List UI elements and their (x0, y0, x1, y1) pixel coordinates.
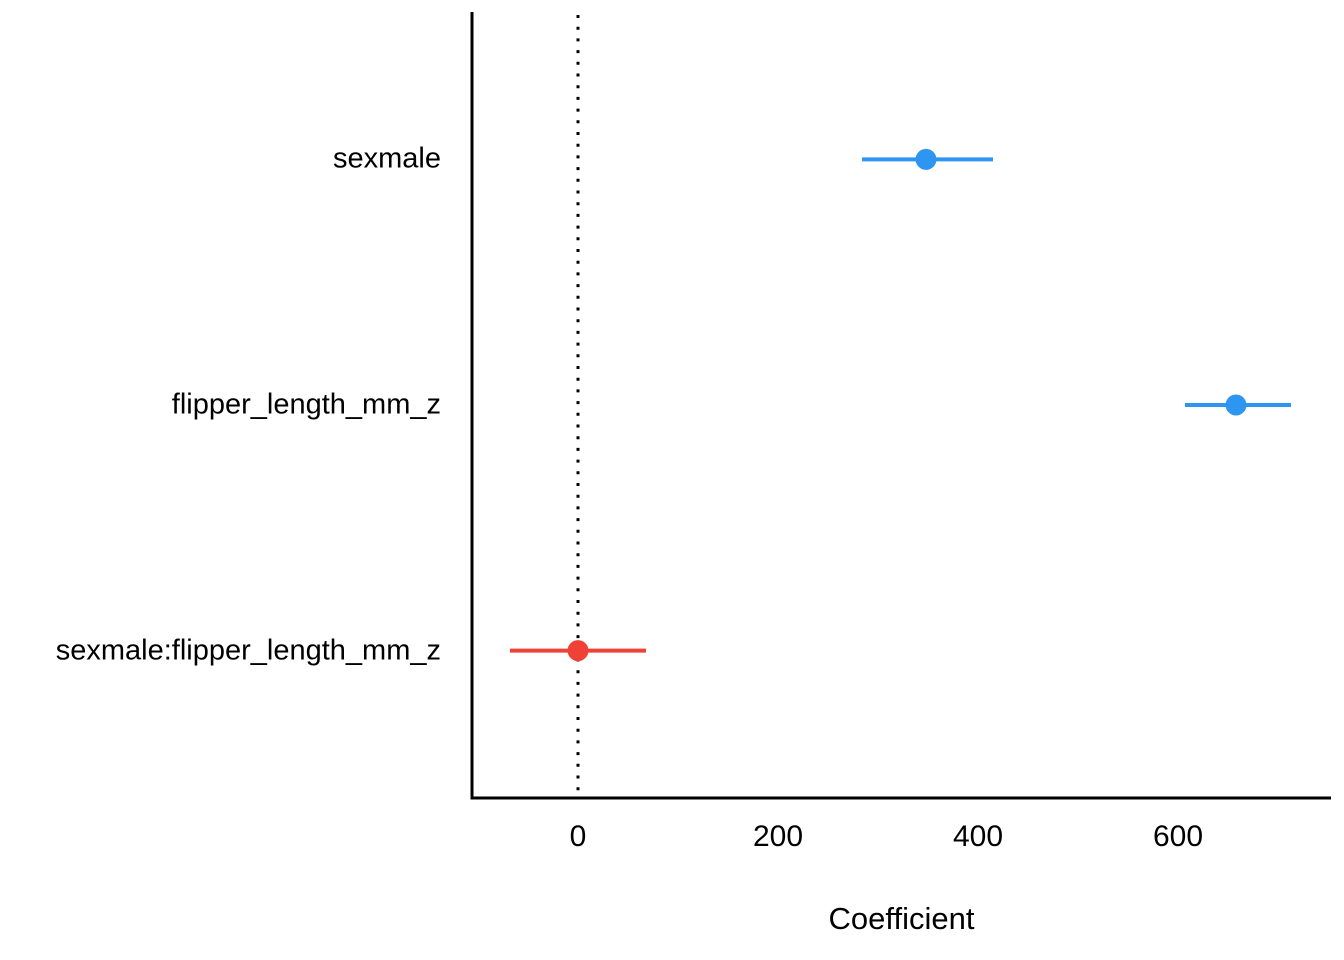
category-label-flipper-length: flipper_length_mm_z (171, 388, 441, 421)
x-tick-label-400: 400 (952, 820, 1004, 853)
category-label-sexmale: sexmale (333, 142, 441, 175)
point-estimate (1225, 394, 1247, 416)
x-tick-label-200: 200 (752, 820, 804, 853)
x-axis-title: Coefficient (828, 901, 975, 936)
x-tick-label-600: 600 (1152, 820, 1204, 853)
point-estimate (567, 640, 589, 662)
point-estimate (915, 148, 937, 170)
category-label-interaction: sexmale:flipper_length_mm_z (55, 634, 441, 667)
x-tick-label-0: 0 (569, 820, 587, 853)
